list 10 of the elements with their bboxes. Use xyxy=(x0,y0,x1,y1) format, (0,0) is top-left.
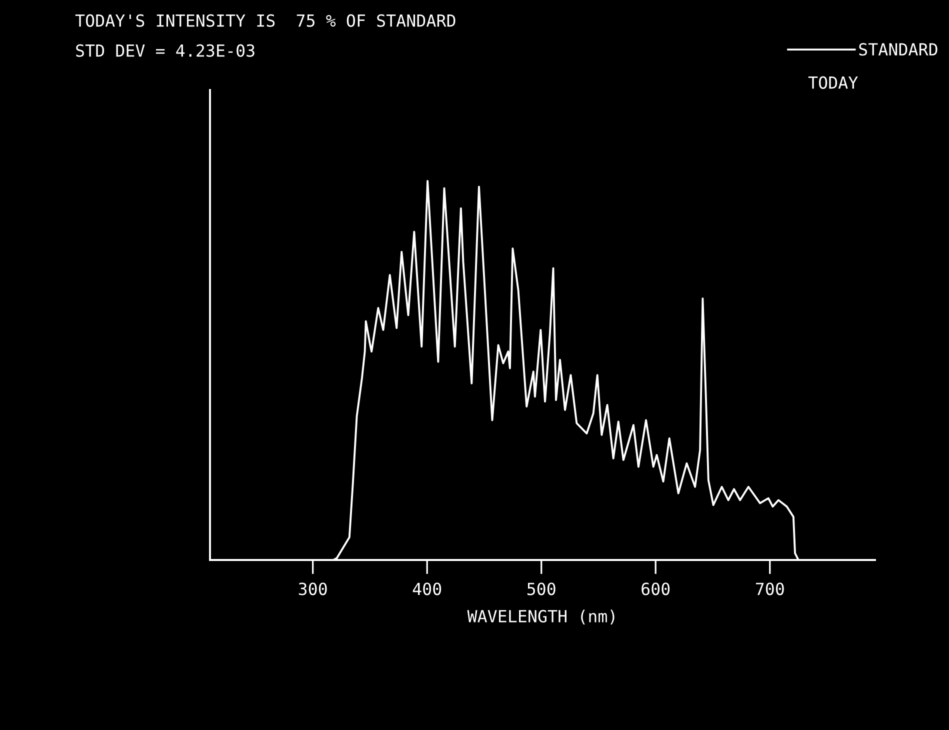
chart-title: TODAY'S INTENSITY IS 75 % OF STANDARD xyxy=(75,14,456,27)
x-tick-label: 600 xyxy=(642,582,670,596)
x-tick-label: 400 xyxy=(412,582,442,596)
x-tick-label: 300 xyxy=(298,582,327,596)
legend-label: STANDARD xyxy=(859,43,938,56)
chart-subtitle: STD DEV = 4.23E-03 xyxy=(76,44,254,57)
x-tick-label: 700 xyxy=(756,582,784,596)
x-axis-title: WAVELENGTH (nm) xyxy=(467,610,614,625)
x-tick-label: 500 xyxy=(527,582,556,596)
text: TODAY xyxy=(808,76,858,89)
